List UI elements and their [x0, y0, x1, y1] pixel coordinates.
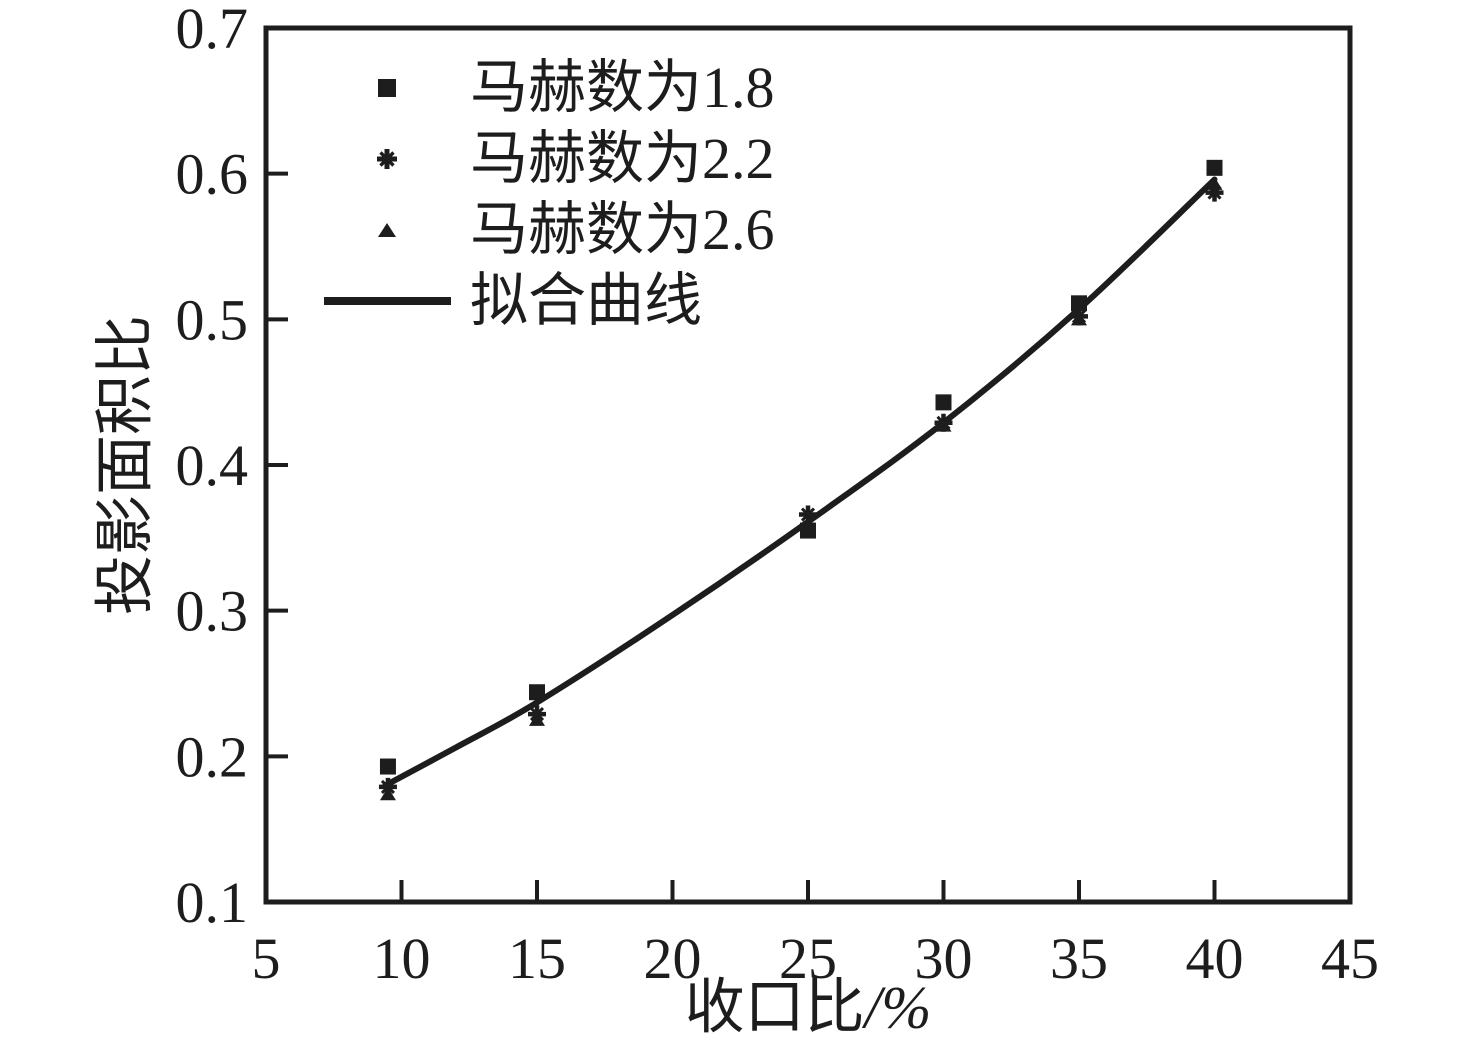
x-axis-title-text: 收口比: [684, 974, 865, 1041]
data-point-square: [379, 758, 396, 775]
x-axis-title: 收口比/%: [685, 959, 932, 1046]
y-axis-title-text: 投影面积比: [92, 315, 159, 615]
x-tick-label: 25: [779, 926, 837, 991]
x-tick-label: 45: [1321, 926, 1379, 991]
y-tick-label: 0.5: [176, 287, 249, 352]
star-marker-icon: [377, 148, 397, 169]
x-tick-label: 20: [644, 926, 702, 991]
y-tick-label: 0.7: [176, 0, 249, 61]
legend-marker-cell: [322, 296, 452, 305]
x-axis-title-unit: /%: [864, 974, 932, 1041]
y-tick-label: 0.2: [176, 724, 249, 789]
legend-label: 拟合曲线: [470, 267, 703, 333]
legend: 马赫数为1.8 马赫数为2.2 马赫数为2.6 拟合曲线: [322, 52, 775, 336]
legend-marker-cell: [322, 222, 452, 237]
x-tick-label: 35: [1050, 926, 1108, 991]
legend-label: 马赫数为2.2: [470, 125, 775, 191]
legend-label: 马赫数为1.8: [470, 54, 775, 120]
data-point-square: [800, 522, 816, 539]
plot-border: [263, 25, 1353, 905]
data-point-triangle: [529, 712, 545, 726]
x-tick-label: 40: [1186, 926, 1244, 991]
y-tick-label: 0.6: [176, 142, 249, 207]
x-tick-label: 5: [252, 926, 281, 991]
x-tick-label: 10: [373, 926, 431, 991]
data-point-square: [1071, 295, 1087, 312]
legend-marker-cell: [322, 78, 452, 97]
y-tick-label: 0.4: [176, 433, 249, 498]
x-tick-label: 30: [915, 926, 973, 991]
data-point-triangle: [1071, 312, 1087, 326]
y-tick-label: 0.3: [176, 579, 249, 644]
legend-row-mach-1-8: 马赫数为1.8: [322, 52, 775, 123]
triangle-marker-icon: [378, 222, 396, 237]
x-tick-label: 15: [508, 926, 566, 991]
data-point-square: [1206, 159, 1223, 176]
data-point-square: [529, 684, 545, 701]
legend-row-mach-2-6: 马赫数为2.6: [322, 194, 775, 265]
legend-label: 马赫数为2.6: [470, 196, 775, 262]
legend-row-fitted-curve: 拟合曲线: [322, 265, 775, 336]
legend-marker-cell: [322, 146, 452, 172]
data-point-square: [935, 394, 952, 411]
y-tick-label: 0.1: [176, 870, 249, 935]
line-sample-icon: [323, 296, 451, 305]
data-point-triangle: [379, 787, 396, 801]
legend-row-mach-2-2: 马赫数为2.2: [322, 123, 775, 194]
y-axis-title: 投影面积比: [77, 315, 164, 615]
square-marker-icon: [378, 78, 396, 97]
